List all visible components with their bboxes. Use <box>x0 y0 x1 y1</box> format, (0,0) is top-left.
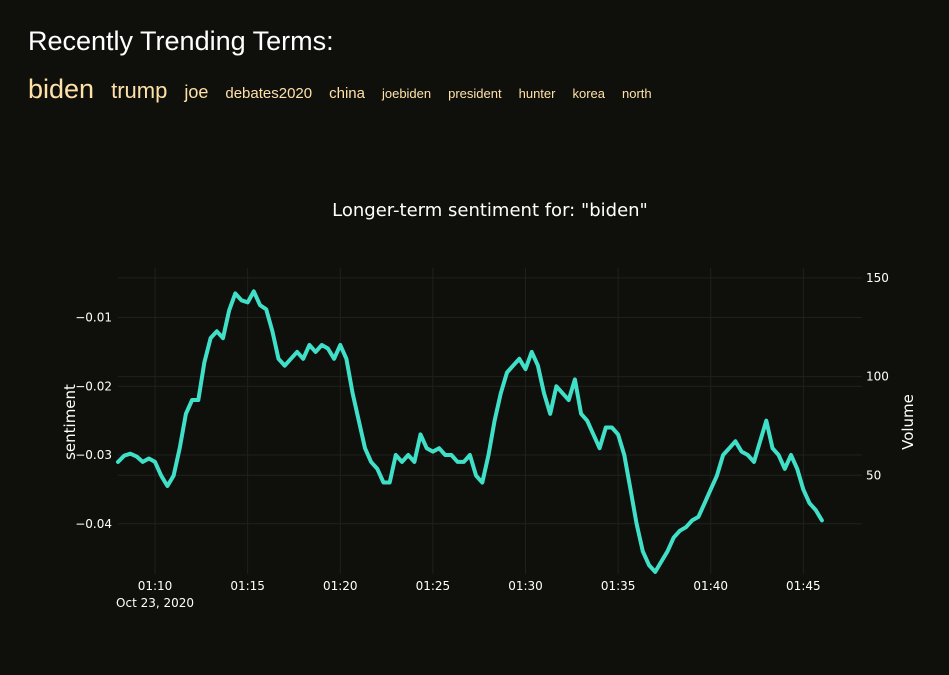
page-title: Recently Trending Terms: <box>28 26 334 56</box>
trending-term-debates2020[interactable]: debates2020 <box>225 85 313 102</box>
x-tick-label: 01:10 <box>138 579 173 593</box>
y2-tick-label: 150 <box>866 271 889 285</box>
y-axis-label: sentiment <box>61 384 79 460</box>
x-tick-label: 01:35 <box>601 579 636 593</box>
y-tick-label: −0.04 <box>75 517 112 531</box>
x-tick-label: 01:30 <box>508 579 543 593</box>
trending-term-trump[interactable]: trump <box>111 78 168 103</box>
trending-term-hunter[interactable]: hunter <box>518 86 556 101</box>
trending-term-president[interactable]: president <box>448 86 502 101</box>
x-tick-label: 01:25 <box>416 579 451 593</box>
x-date-label: Oct 23, 2020 <box>116 596 194 610</box>
y-tick-label: −0.01 <box>75 311 112 325</box>
trending-term-biden[interactable]: biden <box>28 74 95 104</box>
sentiment-line <box>116 289 824 574</box>
axes: −0.01 −0.02 −0.03 −0.04 150 100 50 01:10 01:15 01… <box>75 271 889 610</box>
y-tick-label: −0.02 <box>75 379 112 393</box>
x-tick-label: 01:15 <box>230 579 265 593</box>
trending-term-north[interactable]: north <box>622 86 652 101</box>
y2-tick-label: 100 <box>866 370 889 384</box>
trending-term-korea[interactable]: korea <box>572 86 606 101</box>
trending-term-china[interactable]: china <box>329 85 365 102</box>
sentiment-line-layer <box>116 289 824 574</box>
trending-term-joebiden[interactable]: joebiden <box>381 86 432 101</box>
y-tick-label: −0.03 <box>75 448 112 462</box>
x-tick-label: 01:40 <box>693 579 728 593</box>
chart-title: Longer-term sentiment for: "biden" <box>332 200 648 221</box>
y2-axis-label: Volume <box>899 394 917 450</box>
trending-term-joe[interactable]: joe <box>184 82 209 102</box>
trending-terms: biden trump joe debates2020 china joebiden pre… <box>28 74 669 105</box>
x-tick-label: 01:45 <box>786 579 821 593</box>
x-tick-label: 01:20 <box>323 579 358 593</box>
y2-tick-label: 50 <box>866 468 881 482</box>
